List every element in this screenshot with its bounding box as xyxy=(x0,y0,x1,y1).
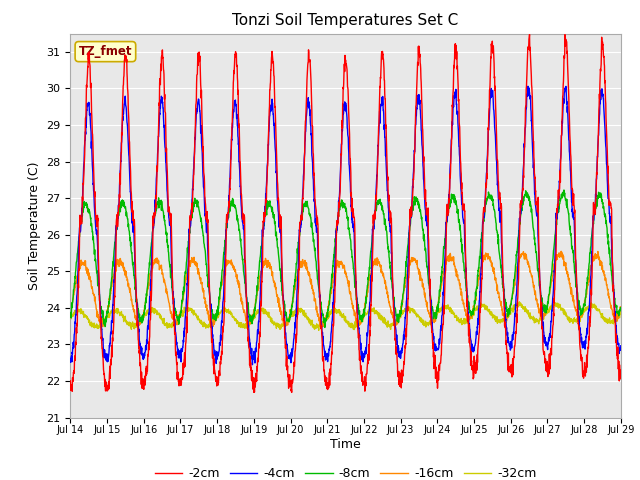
-4cm xyxy=(569,214,577,220)
-4cm xyxy=(362,347,369,352)
Text: TZ_fmet: TZ_fmet xyxy=(79,45,132,58)
-4cm xyxy=(248,362,256,368)
Line: -8cm: -8cm xyxy=(70,190,621,327)
Line: -2cm: -2cm xyxy=(70,35,621,393)
-4cm xyxy=(374,153,381,159)
-4cm xyxy=(524,84,532,89)
-32cm xyxy=(506,312,513,317)
-16cm xyxy=(220,267,228,273)
-32cm xyxy=(67,316,74,322)
-2cm xyxy=(584,346,592,352)
-2cm xyxy=(525,32,533,37)
-16cm xyxy=(506,305,513,311)
-4cm xyxy=(67,356,74,361)
-32cm xyxy=(315,327,323,333)
-8cm xyxy=(67,314,74,320)
-16cm xyxy=(319,324,326,330)
Y-axis label: Soil Temperature (C): Soil Temperature (C) xyxy=(28,161,41,290)
-8cm xyxy=(220,250,228,255)
-8cm xyxy=(617,305,625,311)
-2cm xyxy=(220,321,228,326)
-16cm xyxy=(557,249,565,254)
-2cm xyxy=(374,160,381,166)
-8cm xyxy=(321,324,329,330)
-16cm xyxy=(617,306,625,312)
-32cm xyxy=(374,311,381,317)
-8cm xyxy=(584,273,592,279)
-16cm xyxy=(584,282,592,288)
-4cm xyxy=(617,343,625,348)
-16cm xyxy=(569,293,577,299)
-2cm xyxy=(288,390,296,396)
-2cm xyxy=(67,378,74,384)
Line: -16cm: -16cm xyxy=(70,252,621,327)
-2cm xyxy=(362,380,369,385)
-16cm xyxy=(67,310,74,316)
Line: -32cm: -32cm xyxy=(70,302,621,330)
-2cm xyxy=(506,368,513,373)
-4cm xyxy=(506,343,513,348)
-16cm xyxy=(362,299,369,304)
-2cm xyxy=(617,376,625,382)
X-axis label: Time: Time xyxy=(330,438,361,451)
-4cm xyxy=(584,320,592,325)
-32cm xyxy=(220,306,228,312)
-8cm xyxy=(569,248,577,253)
-32cm xyxy=(362,311,369,316)
-32cm xyxy=(584,304,592,310)
-32cm xyxy=(617,310,625,316)
-16cm xyxy=(374,256,381,262)
Legend: -2cm, -4cm, -8cm, -16cm, -32cm: -2cm, -4cm, -8cm, -16cm, -32cm xyxy=(150,462,541,480)
Line: -4cm: -4cm xyxy=(70,86,621,365)
-4cm xyxy=(220,285,228,290)
-32cm xyxy=(515,299,523,305)
-8cm xyxy=(560,187,568,193)
-8cm xyxy=(362,299,369,304)
-32cm xyxy=(569,318,577,324)
Title: Tonzi Soil Temperatures Set C: Tonzi Soil Temperatures Set C xyxy=(232,13,459,28)
-8cm xyxy=(374,201,381,207)
-2cm xyxy=(569,187,577,193)
-8cm xyxy=(506,311,513,316)
